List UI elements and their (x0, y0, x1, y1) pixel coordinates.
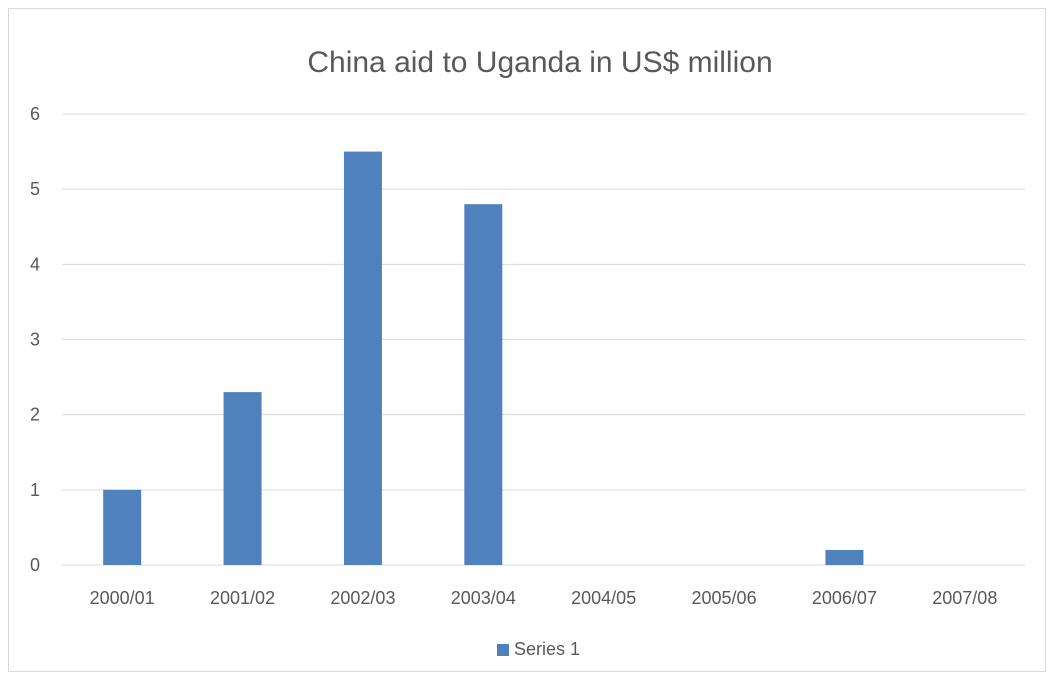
x-tick-label: 2001/02 (210, 588, 275, 608)
y-tick-label: 2 (30, 405, 40, 425)
legend-label: Series 1 (514, 639, 580, 659)
y-tick-label: 6 (30, 104, 40, 124)
y-tick-label: 5 (30, 179, 40, 199)
bar (825, 549, 864, 565)
x-axis-ticks: 2000/01 2001/02 2002/03 2003/04 2004/05 2005/… (90, 588, 998, 608)
bar (464, 204, 503, 565)
y-axis-ticks: 0 1 2 3 4 5 6 (30, 104, 40, 575)
x-tick-label: 2000/01 (90, 588, 155, 608)
y-tick-label: 4 (30, 254, 40, 274)
legend: Series 1 (497, 639, 580, 659)
chart-title: China aid to Uganda in US$ million (307, 46, 772, 79)
gridlines (62, 113, 1025, 566)
x-tick-label: 2006/07 (812, 588, 877, 608)
x-tick-label: 2003/04 (451, 588, 516, 608)
bars (103, 151, 864, 566)
y-tick-label: 0 (30, 555, 40, 575)
y-tick-label: 3 (30, 330, 40, 350)
y-tick-label: 1 (30, 480, 40, 500)
x-tick-label: 2002/03 (330, 588, 395, 608)
bar (103, 489, 142, 565)
x-tick-label: 2007/08 (932, 588, 997, 608)
x-tick-label: 2004/05 (571, 588, 636, 608)
legend-swatch (497, 644, 509, 656)
bar (223, 392, 262, 565)
bar (343, 151, 382, 566)
x-tick-label: 2005/06 (692, 588, 757, 608)
